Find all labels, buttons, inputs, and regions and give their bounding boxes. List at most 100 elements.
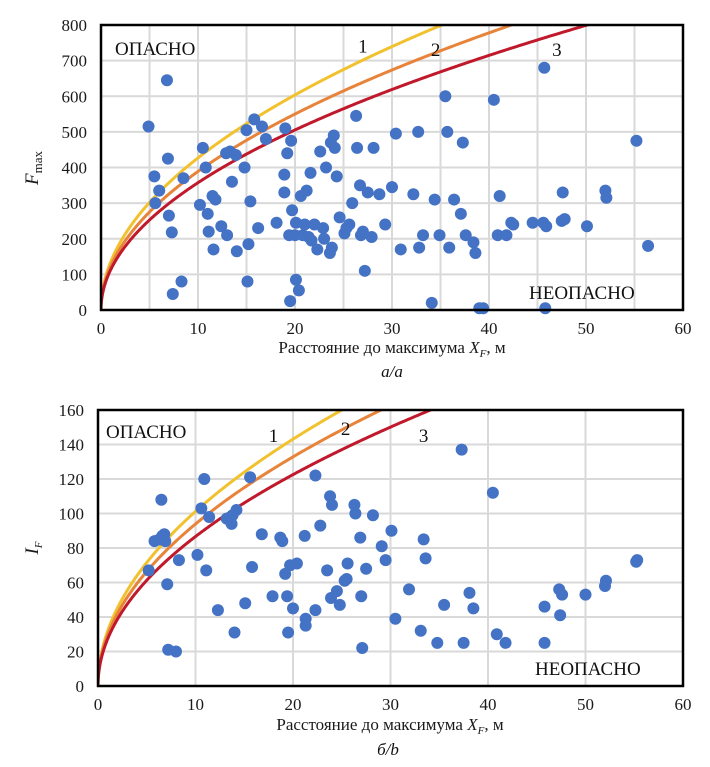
y-axis-sub: max [30, 151, 45, 174]
data-point [486, 486, 499, 499]
data-point [142, 120, 155, 133]
threshold-curves [98, 410, 435, 686]
data-point [333, 598, 346, 611]
data-point [354, 531, 367, 544]
data-point [230, 245, 243, 258]
data-point [425, 296, 438, 309]
data-point [325, 241, 338, 254]
data-points [142, 61, 655, 315]
data-point [244, 195, 257, 208]
curve-labels: 1 2 3 [358, 36, 562, 61]
data-point [457, 636, 470, 649]
curve-label-2: 2 [341, 419, 351, 440]
x-tick-label: 0 [94, 695, 103, 714]
data-point [413, 241, 426, 254]
data-point [467, 236, 480, 249]
data-point [554, 609, 567, 622]
data-point [439, 90, 452, 103]
x-tick-label: 40 [481, 319, 498, 338]
data-point [328, 141, 341, 154]
data-point [314, 145, 327, 158]
data-point [558, 213, 571, 226]
data-point [193, 198, 206, 211]
curve-2 [98, 410, 385, 686]
data-point [172, 554, 185, 567]
x-axis-unit: , м [486, 338, 506, 357]
data-point [281, 147, 294, 160]
data-point [242, 238, 255, 251]
data-point [196, 141, 209, 154]
y-tick-label: 0 [79, 301, 88, 320]
data-point [346, 197, 359, 210]
data-point [246, 560, 259, 573]
data-point [428, 193, 441, 206]
data-point [599, 574, 612, 587]
data-point [441, 125, 454, 138]
data-point [230, 504, 243, 517]
data-point [241, 275, 254, 288]
data-point [358, 264, 371, 277]
data-point [311, 243, 324, 256]
gridlines [98, 410, 683, 686]
curve-labels: 1 2 3 [269, 419, 429, 447]
data-point [642, 239, 655, 252]
data-point [276, 535, 289, 548]
x-tick-label: 20 [285, 695, 302, 714]
y-axis-label: IF [22, 541, 45, 555]
data-point [373, 188, 386, 201]
y-tick-label: 100 [62, 265, 88, 284]
data-point [305, 234, 318, 247]
data-point [225, 175, 238, 188]
y-tick-labels: 0 20 40 60 80 100 120 140 160 [59, 401, 85, 696]
data-point [202, 225, 215, 238]
x-axis-text: Расстояние до максимума [278, 338, 469, 357]
data-point [389, 127, 402, 140]
y-tick-labels: 0 100 200 300 400 500 600 700 800 [62, 16, 88, 320]
x-tick-label: 0 [97, 319, 106, 338]
x-tick-label: 50 [578, 319, 595, 338]
data-point [538, 61, 551, 74]
data-point [414, 624, 427, 637]
data-point [300, 184, 313, 197]
data-point [355, 590, 368, 603]
y-axis-label: Fmax [22, 151, 45, 186]
data-point [507, 218, 520, 231]
data-point [333, 211, 346, 224]
data-point [198, 473, 211, 485]
x-tick-label: 30 [382, 695, 399, 714]
data-point [443, 241, 456, 254]
data-point [438, 598, 451, 611]
data-point [278, 186, 291, 199]
x-tick-labels: 0 10 20 30 40 50 60 [94, 695, 692, 714]
y-axis-var: I [22, 547, 43, 556]
y-tick-label: 700 [62, 52, 88, 71]
x-axis-label: Расстояние до максимума XF, м [276, 715, 503, 737]
data-point [389, 612, 402, 625]
data-point [298, 218, 311, 231]
data-point [292, 284, 305, 297]
data-point [540, 220, 553, 233]
data-point [356, 642, 369, 655]
data-point [155, 493, 168, 506]
data-point [244, 471, 257, 484]
data-point [149, 197, 162, 210]
data-point [281, 590, 294, 603]
data-point [579, 588, 592, 601]
data-point [162, 209, 175, 222]
data-point [353, 179, 366, 192]
data-point [385, 524, 398, 537]
data-point [153, 184, 166, 197]
data-point [467, 602, 480, 615]
data-point [289, 273, 302, 286]
data-point [356, 225, 369, 238]
data-point [321, 564, 334, 577]
data-point [412, 125, 425, 138]
chart-panel-b: 0 20 40 60 80 100 120 140 160 0 10 20 30 40 50 60 ОПАС… [22, 401, 692, 759]
data-point [209, 193, 222, 206]
curve-label-1: 1 [358, 36, 368, 57]
data-point [600, 191, 613, 204]
data-point [341, 557, 354, 570]
x-tick-label: 30 [384, 319, 401, 338]
